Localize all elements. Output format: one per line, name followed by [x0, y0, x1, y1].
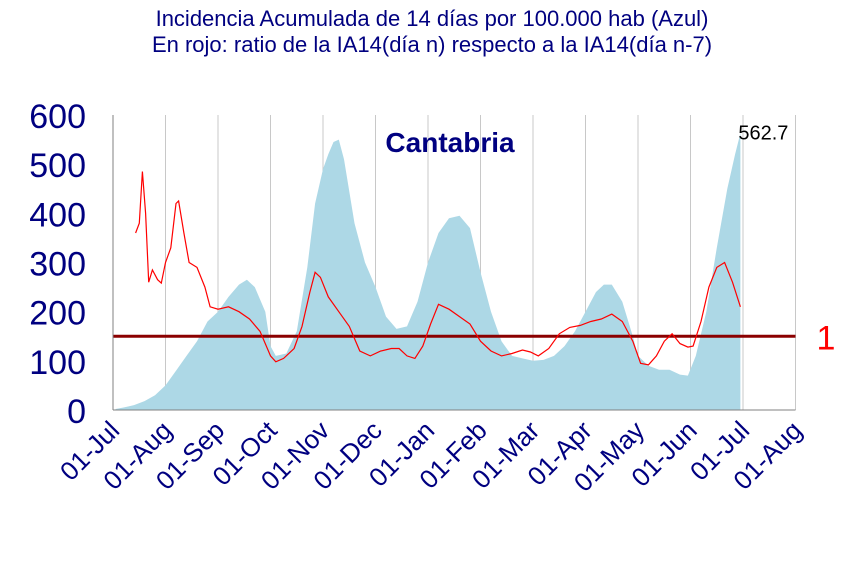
reference-line-label: 1	[817, 319, 836, 357]
incidence-area	[115, 133, 741, 411]
y-tick-label: 100	[29, 344, 86, 382]
y-tick-label: 500	[29, 147, 86, 185]
chart-subtitle: En rojo: ratio de la IA14(día n) respect…	[151, 32, 713, 57]
region-label: Cantabria	[385, 127, 515, 158]
y-tick-label: 600	[29, 98, 86, 136]
y-tick-label: 0	[67, 393, 86, 431]
ratio-line	[135, 171, 741, 366]
y-tick-label: 300	[29, 246, 86, 284]
last-value-label: 562.7	[738, 122, 788, 144]
chart-title: Incidencia Acumulada de 14 días por 100.…	[155, 6, 709, 31]
y-tick-label: 200	[29, 295, 86, 333]
y-tick-label: 400	[29, 196, 86, 234]
